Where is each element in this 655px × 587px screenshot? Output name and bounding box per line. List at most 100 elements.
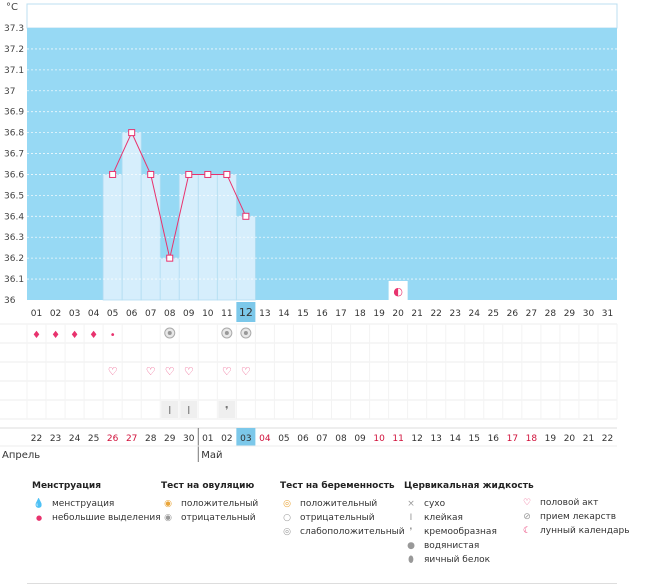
legend-label: слабоположительный xyxy=(300,527,405,537)
y-tick-label: 36.8 xyxy=(4,129,24,139)
cycle-day-label: 15 xyxy=(297,309,308,319)
cycle-day-label: 16 xyxy=(316,309,328,319)
date-label: 25 xyxy=(88,434,99,444)
date-label: 13 xyxy=(430,434,441,444)
legend-label: положительный xyxy=(300,499,378,509)
date-label: 17 xyxy=(507,434,518,444)
cycle-day-label: 30 xyxy=(583,309,595,319)
cycle-day-label: 27 xyxy=(526,309,537,319)
legend-label: половой акт xyxy=(540,498,599,508)
cycle-day-label: 07 xyxy=(145,309,156,319)
heart-icon: ♡ xyxy=(184,365,194,378)
ovulation-negative-icon-dot xyxy=(167,331,172,335)
cycle-day-label: 03 xyxy=(69,309,80,319)
date-label: 01 xyxy=(202,434,213,444)
cycle-day-highlight xyxy=(236,302,256,322)
y-tick-label: 36.3 xyxy=(4,233,24,243)
legend-label: лунный календарь xyxy=(540,526,630,536)
ovulation-positive-icon: ◉ xyxy=(164,499,172,509)
y-tick-label: 36.7 xyxy=(4,150,24,160)
date-label: 12 xyxy=(411,434,422,444)
date-label: 04 xyxy=(259,434,271,444)
cycle-day-label: 08 xyxy=(164,309,176,319)
cycle-day-label: 21 xyxy=(411,309,422,319)
legend-label: положительный xyxy=(181,499,259,509)
date-label: 09 xyxy=(354,434,366,444)
sticky-icon: Ⅰ xyxy=(187,404,190,417)
cervical-cell xyxy=(161,401,179,418)
legend-title: Тест на беременность xyxy=(280,481,395,491)
cycle-day-label: 24 xyxy=(469,309,481,319)
date-label: 08 xyxy=(335,434,347,444)
creamy-icon: ❜ xyxy=(409,527,413,537)
ovulation-negative-icon-dot xyxy=(243,331,248,335)
date-label: 10 xyxy=(373,434,385,444)
month-label: Апрель xyxy=(2,450,40,461)
date-label: 15 xyxy=(469,434,480,444)
legend-label: отрицательный xyxy=(181,513,256,523)
date-label: 23 xyxy=(50,434,61,444)
y-tick-label: 36.4 xyxy=(4,212,24,222)
moon-icon: ◐ xyxy=(393,285,403,298)
pregnancy-negative-icon: ○ xyxy=(283,513,291,523)
date-label: 22 xyxy=(31,434,42,444)
heart-icon: ♡ xyxy=(108,365,118,378)
cycle-day-label: 11 xyxy=(221,309,232,319)
date-label: 24 xyxy=(69,434,81,444)
cycle-day-label: 01 xyxy=(31,309,42,319)
cycle-day-label: 05 xyxy=(107,309,118,319)
date-label: 16 xyxy=(488,434,500,444)
date-label: 19 xyxy=(545,434,557,444)
creamy-icon: ❜ xyxy=(225,404,229,417)
y-tick-label: 36.2 xyxy=(4,254,24,264)
watery-icon: ● xyxy=(407,541,415,551)
date-label: 18 xyxy=(526,434,538,444)
cycle-day-label: 09 xyxy=(183,309,195,319)
medication-icon: ⊘ xyxy=(523,512,531,522)
date-label: 22 xyxy=(602,434,613,444)
cycle-day-label: 19 xyxy=(373,309,385,319)
date-label: 20 xyxy=(564,434,576,444)
legend-label: небольшие выделения xyxy=(52,513,161,523)
cycle-day-label: 10 xyxy=(202,309,214,319)
y-tick-label: 36.9 xyxy=(4,108,24,118)
legend-other: ♡ половой акт ⊘ прием лекарств ☾ лунный кал… xyxy=(520,496,630,538)
cycle-day-label: 28 xyxy=(545,309,557,319)
sticky-icon: Ⅰ xyxy=(409,513,413,523)
cycle-day-label: 29 xyxy=(564,309,576,319)
y-unit-label: °C xyxy=(6,2,18,13)
cycle-day-label: 02 xyxy=(50,309,61,319)
pregnancy-weak-icon: ◎ xyxy=(283,527,291,537)
cervical-cell xyxy=(180,401,198,418)
date-label: 03 xyxy=(240,434,251,444)
legend-title: Цервикальная жидкость xyxy=(404,481,534,491)
date-label: 26 xyxy=(107,434,119,444)
cycle-day-label: 20 xyxy=(392,309,404,319)
legend-label: сухо xyxy=(424,499,446,509)
egg-white-icon: ⬮ xyxy=(408,555,414,565)
y-tick-label: 36.6 xyxy=(4,170,24,180)
small-drop-icon: ● xyxy=(35,514,43,522)
sticky-icon: Ⅰ xyxy=(168,404,171,417)
date-label: 05 xyxy=(278,434,289,444)
cycle-day-label: 26 xyxy=(507,309,519,319)
bottom-divider xyxy=(27,583,617,584)
menstruation-drop-icon: 💧 xyxy=(33,499,45,509)
cycle-day-label: 17 xyxy=(335,309,346,319)
y-tick-label: 37 xyxy=(4,87,15,97)
legend-title: Тест на овуляцию xyxy=(161,481,255,491)
heart-icon: ♡ xyxy=(522,498,532,508)
heart-icon: ♡ xyxy=(241,365,251,378)
cycle-day-label: 12 xyxy=(239,306,253,319)
temperature-point xyxy=(242,212,250,220)
legend-menstruation: Менструация 💧 менструация ● небольшие выде… xyxy=(32,481,161,525)
menstruation-icon: ♦ xyxy=(32,330,41,341)
y-tick-label: 36.1 xyxy=(4,275,24,285)
menstruation-icon: ♦ xyxy=(89,330,98,341)
cycle-day-label: 25 xyxy=(488,309,499,319)
y-tick-label: 37.3 xyxy=(4,24,24,34)
date-label: 07 xyxy=(316,434,327,444)
date-label: 27 xyxy=(126,434,137,444)
temperature-point xyxy=(223,170,231,178)
